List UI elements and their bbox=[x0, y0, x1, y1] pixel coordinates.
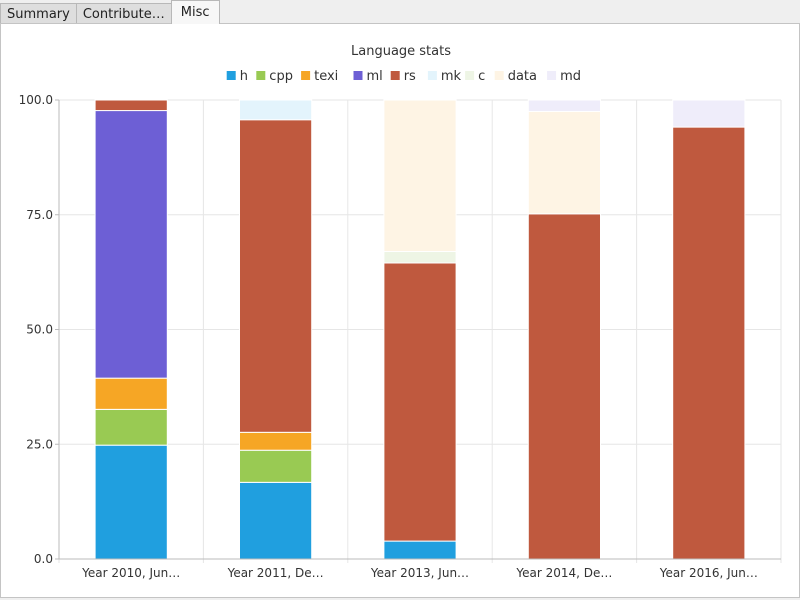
legend-swatch bbox=[547, 71, 557, 80]
legend-item-texi: texi bbox=[301, 69, 338, 84]
legend-label: h bbox=[240, 69, 248, 84]
legend-swatch bbox=[465, 71, 475, 80]
y-tick-label: 50.0 bbox=[26, 323, 53, 337]
legend-label: ml bbox=[367, 69, 383, 84]
chart-axes: 0.0 25.0 50.0 75.0 100.0 Year 2010, Jun… Year … bbox=[19, 93, 781, 580]
bar-segment-texi bbox=[94, 377, 168, 410]
language-stats-chart: Language stats h cpp texi ml rs mk c data md 0.0… bbox=[19, 44, 782, 580]
bar-segment-mk bbox=[239, 99, 313, 121]
bar-segment-texi bbox=[239, 431, 313, 451]
legend-label: mk bbox=[441, 69, 462, 84]
legend-label: c bbox=[478, 69, 485, 84]
x-tick-label: Year 2014, De… bbox=[515, 566, 612, 580]
legend-item-md: md bbox=[547, 69, 581, 84]
bar-segment-rs bbox=[94, 99, 168, 112]
y-tick-label: 25.0 bbox=[26, 437, 53, 451]
y-tick-label: 100.0 bbox=[19, 93, 53, 107]
x-tick-label: Year 2010, Jun… bbox=[81, 566, 180, 580]
legend-label: rs bbox=[404, 69, 416, 84]
legend-swatch bbox=[427, 71, 437, 80]
bar-segment-rs bbox=[527, 213, 601, 560]
x-tick-label: Year 2013, Jun… bbox=[370, 566, 469, 580]
bar-segment-data bbox=[527, 110, 601, 215]
bar-segment-h bbox=[239, 481, 313, 560]
chart-bars bbox=[94, 99, 746, 560]
legend-item-ml: ml bbox=[353, 69, 383, 84]
legend-label: md bbox=[560, 69, 581, 84]
legend-swatch bbox=[301, 71, 311, 80]
legend-swatch bbox=[390, 71, 400, 80]
legend-item-mk: mk bbox=[427, 69, 462, 84]
tab-bar: Summary Contribute… Misc bbox=[0, 0, 220, 24]
bar-segment-h bbox=[94, 444, 168, 560]
y-tick-label: 75.0 bbox=[26, 208, 53, 222]
bar-segment-rs bbox=[383, 262, 457, 542]
chart-legend: h cpp texi ml rs mk c data md bbox=[226, 69, 581, 84]
legend-swatch bbox=[494, 71, 504, 80]
legend-item-c: c bbox=[465, 69, 485, 84]
bar-segment-h bbox=[383, 540, 457, 560]
chart-title: Language stats bbox=[351, 44, 451, 59]
legend-swatch bbox=[353, 71, 363, 80]
bar-segment-cpp bbox=[94, 408, 168, 446]
tab-contributors[interactable]: Contribute… bbox=[75, 3, 172, 24]
bar-segment-data bbox=[383, 99, 457, 252]
legend-swatch bbox=[226, 71, 236, 80]
x-tick-label: Year 2011, De… bbox=[227, 566, 324, 580]
bar-segment-c bbox=[383, 250, 457, 264]
bar-segment-cpp bbox=[239, 449, 313, 483]
legend-label: texi bbox=[314, 69, 338, 84]
y-tick-label: 0.0 bbox=[34, 552, 53, 566]
legend-label: data bbox=[508, 69, 537, 84]
bar-segment-md bbox=[527, 99, 601, 112]
bar-segment-rs bbox=[672, 126, 746, 560]
legend-label: cpp bbox=[269, 69, 293, 84]
tab-misc[interactable]: Misc bbox=[170, 0, 220, 24]
legend-item-data: data bbox=[494, 69, 537, 84]
legend-item-rs: rs bbox=[390, 69, 416, 84]
chart-panel: Language stats h cpp texi ml rs mk c data md 0.0… bbox=[0, 23, 800, 598]
bar-segment-ml bbox=[94, 110, 168, 379]
legend-swatch bbox=[256, 71, 266, 80]
tab-summary[interactable]: Summary bbox=[0, 3, 77, 24]
legend-item-h: h bbox=[226, 69, 248, 84]
legend-item-cpp: cpp bbox=[256, 69, 293, 84]
bar-segment-rs bbox=[239, 119, 313, 433]
x-tick-label: Year 2016, Jun… bbox=[659, 566, 758, 580]
bar-segment-md bbox=[672, 99, 746, 128]
